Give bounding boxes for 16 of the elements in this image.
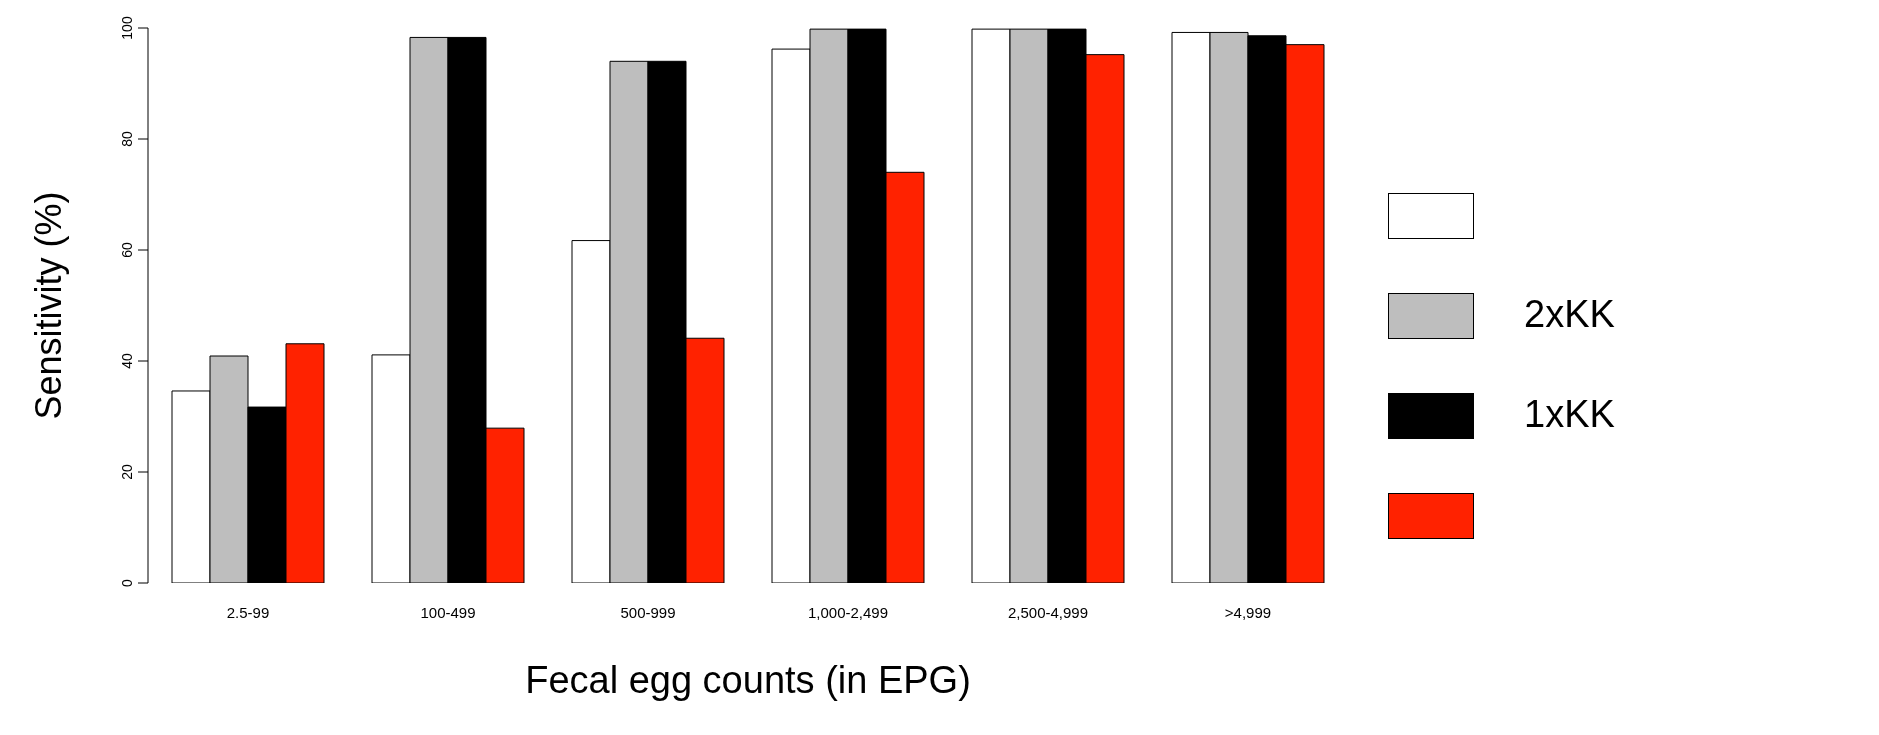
legend-label: 1xKK xyxy=(1524,392,1615,435)
x-axis-title: Fecal egg counts (in EPG) xyxy=(525,659,971,701)
x-tick-label: 2.5-99 xyxy=(226,603,270,621)
x-tick-label: 1,000-2,499 xyxy=(807,603,889,621)
x-tick-label: 500-999 xyxy=(620,603,676,621)
legend-label: 2xKK xyxy=(1524,292,1615,335)
y-tick-label: 40 xyxy=(119,353,135,369)
y-tick-label: 100 xyxy=(119,16,135,40)
x-tick-label: >4,999 xyxy=(1224,603,1272,621)
y-tick-label: 80 xyxy=(119,131,135,147)
y-tick-label: 60 xyxy=(119,242,135,258)
x-tick-label: 2,500-4,999 xyxy=(1007,603,1089,621)
y-tick-label: 0 xyxy=(119,578,135,587)
y-axis-title: Sensitivity (%) xyxy=(27,191,69,420)
x-tick-label: 100-499 xyxy=(420,603,476,621)
y-tick-label: 20 xyxy=(119,464,135,480)
